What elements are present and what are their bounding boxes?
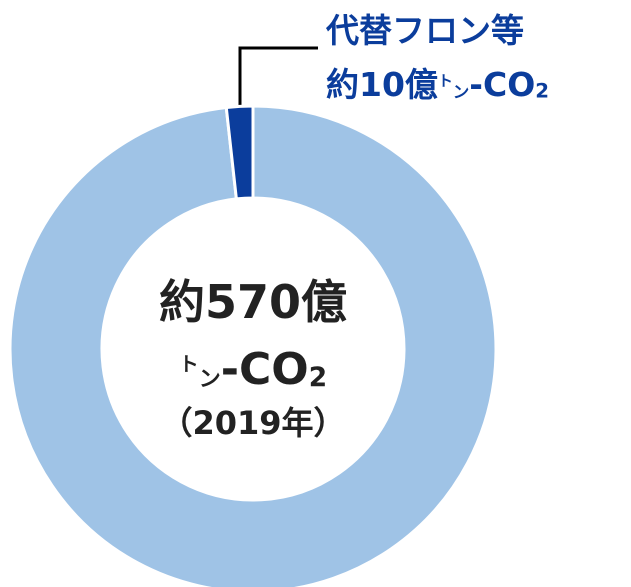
unit-part: ン — [453, 83, 470, 102]
slice-label: 代替フロン等 — [325, 11, 524, 50]
donut-slice — [8, 104, 498, 587]
leader-line — [238, 46, 318, 106]
unit-part: -CO — [469, 65, 535, 104]
unit-part: 2 — [309, 362, 327, 393]
unit-part: ト — [438, 72, 453, 90]
unit-part: ト — [179, 353, 199, 376]
unit-part: -CO — [221, 344, 309, 395]
center-total: 約570億 — [159, 275, 347, 329]
slice-value-label: 約10億トン-CO2 — [326, 65, 549, 104]
unit-part: 2 — [535, 80, 549, 103]
center-unit: トン-CO2 — [179, 344, 327, 395]
value-label: 約10億 — [326, 65, 438, 104]
donut-slice — [224, 104, 255, 201]
unit-part: ン — [199, 367, 221, 392]
center-year: （2019年） — [160, 404, 345, 442]
